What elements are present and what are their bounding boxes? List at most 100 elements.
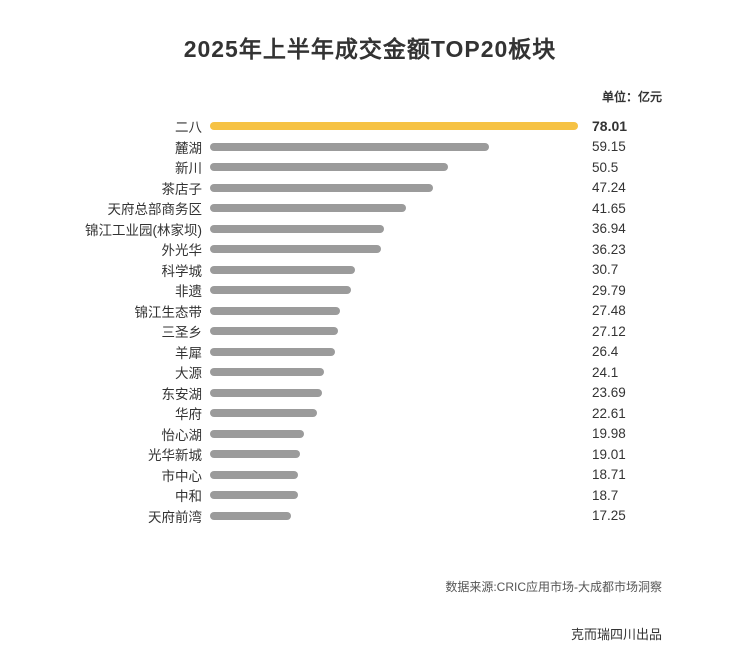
bar-track: [210, 327, 578, 336]
value-bar: [210, 368, 324, 377]
bar-track: [210, 306, 578, 315]
bar-track: [210, 409, 578, 418]
value-bar: [210, 450, 300, 459]
bar-track: [210, 429, 578, 438]
value-bar: [210, 470, 299, 479]
category-label: 天府总部商务区: [107, 202, 203, 218]
category-label: 天府前湾: [148, 509, 202, 525]
chart-row: 羊犀 26.4: [0, 342, 740, 363]
chart-row: 光华新城 19.01: [0, 444, 740, 465]
bar-track: [210, 245, 578, 254]
chart-row: 大源 24.1: [0, 362, 740, 383]
publisher-credit: 克而瑞四川出品: [570, 627, 662, 642]
value-bar: [210, 122, 578, 131]
value-label: 36.94: [592, 221, 626, 237]
category-label: 三圣乡: [161, 325, 203, 341]
category-label: 新川: [175, 161, 202, 177]
category-label: 中和: [175, 489, 202, 505]
value-bar: [210, 163, 449, 172]
category-label: 市中心: [161, 468, 203, 484]
chart-row: 东安湖 23.69: [0, 383, 740, 404]
chart-row: 市中心 18.71: [0, 465, 740, 486]
category-label: 光华新城: [148, 448, 202, 464]
value-label: 47.24: [592, 180, 626, 196]
bar-track: [210, 122, 578, 131]
category-label: 锦江工业园(林家坝): [85, 222, 202, 238]
value-bar: [210, 347, 335, 356]
category-label: 华府: [175, 407, 202, 423]
category-label: 大源: [175, 366, 202, 382]
chart-row: 外光华 36.23: [0, 239, 740, 260]
bar-track: [210, 491, 578, 500]
value-bar: [210, 265, 355, 274]
value-bar: [210, 142, 490, 151]
chart-row: 非遗 29.79: [0, 280, 740, 301]
chart-row: 二八 78.01: [0, 116, 740, 137]
chart-row: 锦江生态带 27.48: [0, 301, 740, 322]
category-label: 科学城: [161, 263, 203, 279]
value-label: 29.79: [592, 282, 626, 298]
chart-row: 怡心湖 19.98: [0, 424, 740, 445]
chart-row: 茶店子 47.24: [0, 178, 740, 199]
value-label: 27.12: [592, 323, 626, 339]
chart-row: 天府总部商务区 41.65: [0, 198, 740, 219]
bar-track: [210, 286, 578, 295]
value-bar: [210, 183, 433, 192]
value-label: 19.98: [592, 426, 626, 442]
bar-track: [210, 265, 578, 274]
value-label: 27.48: [592, 303, 626, 319]
value-label: 41.65: [592, 200, 626, 216]
category-label: 外光华: [161, 243, 203, 259]
bar-track: [210, 204, 578, 213]
category-label: 二八: [175, 120, 202, 136]
value-bar: [210, 224, 385, 233]
value-label: 17.25: [592, 508, 626, 524]
category-label: 羊犀: [175, 345, 202, 361]
value-label: 30.7: [592, 262, 619, 278]
bar-track: [210, 388, 578, 397]
bar-track: [210, 183, 578, 192]
value-label: 18.7: [592, 487, 619, 503]
chart-row: 华府 22.61: [0, 403, 740, 424]
value-label: 22.61: [592, 405, 626, 421]
category-label: 茶店子: [161, 181, 203, 197]
value-bar: [210, 306, 340, 315]
value-label: 50.5: [592, 159, 619, 175]
chart-title: 2025年上半年成交金额TOP20板块: [183, 36, 557, 62]
value-bar: [210, 409, 317, 418]
value-label: 23.69: [592, 385, 626, 401]
value-bar: [210, 245, 381, 254]
value-bar: [210, 286, 351, 295]
chart-row: 麓湖 59.15: [0, 137, 740, 158]
chart-row: 锦江工业园(林家坝) 36.94: [0, 219, 740, 240]
value-bar: [210, 429, 305, 438]
chart-row: 中和 18.7: [0, 485, 740, 506]
bar-track: [210, 347, 578, 356]
bar-track: [210, 224, 578, 233]
value-bar: [210, 204, 407, 213]
bar-track: [210, 470, 578, 479]
category-label: 怡心湖: [161, 427, 203, 443]
category-label: 非遗: [175, 284, 202, 300]
bar-chart: 二八 78.01 麓湖 59.15 新川 50.5 茶店子 47.24 天府总部商务区 41.65…: [0, 116, 740, 526]
value-label: 24.1: [592, 364, 619, 380]
category-label: 锦江生态带: [134, 304, 203, 320]
bar-track: [210, 163, 578, 172]
chart-row: 天府前湾 17.25: [0, 506, 740, 527]
value-label: 18.71: [592, 467, 626, 483]
value-bar: [210, 511, 292, 520]
unit-label: 单位：亿元: [601, 90, 662, 104]
value-label: 59.15: [592, 139, 626, 155]
bar-track: [210, 142, 578, 151]
value-label: 36.23: [592, 241, 626, 257]
value-label: 26.4: [592, 344, 619, 360]
data-source-note: 数据来源:CRIC应用市场-大成都市场洞察: [445, 580, 662, 594]
chart-row: 新川 50.5: [0, 157, 740, 178]
value-bar: [210, 388, 322, 397]
value-bar: [210, 327, 338, 336]
bar-track: [210, 368, 578, 377]
category-label: 东安湖: [161, 386, 203, 402]
value-label: 19.01: [592, 446, 626, 462]
value-label: 78.01: [592, 118, 628, 135]
